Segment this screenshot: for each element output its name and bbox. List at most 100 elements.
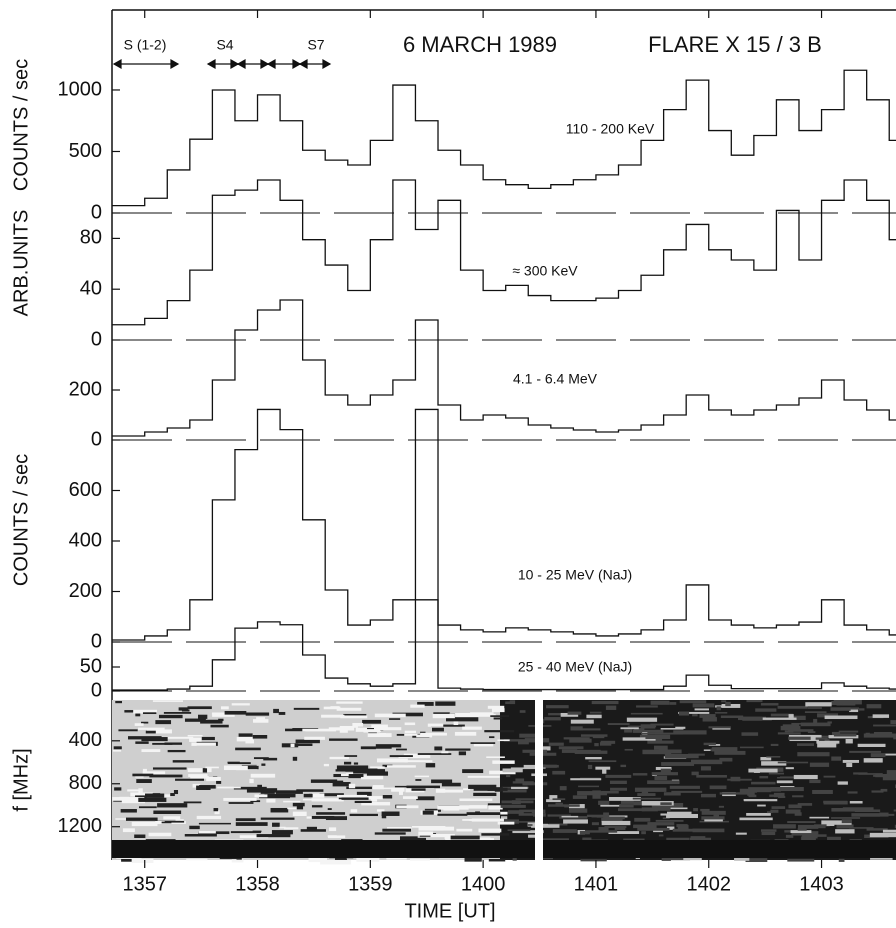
spectrogram-cell [375,714,406,718]
spectrogram-cell [843,760,859,763]
spectrogram-cell [610,788,627,791]
spectrogram-cell [367,771,388,775]
spectrogram-cell [761,829,777,831]
spectrogram-cell [817,834,826,837]
spectrogram-cell [391,788,404,792]
y-tick-label: 200 [69,580,102,602]
spectrogram-cell [143,712,156,714]
spectrogram-cell [349,784,355,788]
spectrogram-cell [513,781,534,783]
spectrogram-cell [850,801,863,804]
spectrogram-cell [762,832,776,835]
spectrogram-cell [396,749,407,751]
series-label: 110 - 200 KeV [566,121,655,137]
spectrogram-cell [786,809,801,813]
spectrogram-cell [679,711,689,715]
spectrogram-cell [272,830,293,834]
spectrogram-cell [824,801,848,805]
spectrogram-cell [809,780,820,783]
spectrogram-cell [223,798,256,801]
spectrogram-cell [302,729,336,732]
spectrogram-cell [337,795,367,797]
spectrogram-cell [691,760,722,764]
spectrogram-cell [740,789,757,793]
y-tick-label: 600 [69,479,102,501]
spectrogram-cell [153,700,183,702]
spectrogram-cell [138,798,166,802]
spectrogram-cell [660,802,671,805]
spectrogram-cell [816,741,839,744]
spectrogram-cell [581,734,608,737]
spectrogram-cell [805,702,831,706]
spectrogram-cell [264,794,295,798]
spectrogram-cell [136,779,152,783]
y-tick-label: 400 [69,529,102,551]
spectrogram-cell [469,819,475,821]
spectrogram-cell [883,830,896,833]
spectrogram-cell [562,816,579,818]
spectrogram-cell [390,755,413,757]
spectrogram-cell [498,822,515,825]
spectrogram-cell [126,818,158,821]
spectrogram-cell [704,749,711,751]
spectrogram-cell [654,746,668,750]
spectrogram-cell [871,753,886,757]
spectrogram-cell [431,780,452,784]
spectrogram-cell [817,743,836,747]
spectrogram-cell [361,775,383,779]
spectrogram-cell [330,757,349,759]
spectrogram-cell [564,737,590,739]
spectrogram-cell [589,760,617,762]
spectrogram-cell [670,702,677,705]
spectrogram-cell [205,767,218,769]
spectrogram-cell [432,728,444,732]
y-tick-label: 500 [69,140,102,162]
spectrogram-cell [187,706,211,709]
spectrogram-cell [462,769,483,773]
spectrogram-cell [132,822,158,826]
spectrogram-cell [296,740,320,744]
x-tick-label: 1358 [235,873,280,895]
spectrogram-cell [185,834,217,837]
spectrogram-cell [746,700,762,702]
spectrogram-cell [303,799,322,801]
spectrogram-cell [351,809,357,812]
spectrogram-cell [580,859,606,861]
spectrogram-cell [214,808,219,811]
spectrogram-cell [336,701,362,703]
spectrogram-cell [510,700,515,704]
spectrogram-cell [153,811,181,814]
spectrogram-cell [647,741,673,744]
spectrogram-cell [471,742,496,744]
spectrogram-cell [115,701,122,703]
spectrogram-cell [618,808,645,811]
x-axis-title: TIME [UT] [404,900,495,922]
step-line [112,600,896,690]
spectrogram-cell [619,804,633,807]
spectrogram-cell [633,825,656,828]
spectrogram-cell [191,743,216,746]
spectrogram-cell [186,859,207,861]
spectrogram-cell [881,789,888,792]
series-label: 10 - 25 MeV (NaJ) [518,567,632,583]
spectrogram-cell [433,714,455,718]
spectrogram-cell [508,829,531,831]
spectrogram-cell [123,828,135,832]
spectrogram-cell [592,822,599,825]
spectrogram-cell [602,769,606,773]
step-line [112,180,896,325]
spectrogram-cell [625,749,633,751]
spectrogram-cell [549,743,564,746]
spectrogram-cell [652,772,678,775]
spectrogram-cell [272,823,280,827]
spectrogram-cell [339,798,343,800]
spectrogram-cell [376,744,401,747]
spectrogram-cell [141,749,160,752]
spectrogram-cell [791,723,805,725]
spectrogram-cell [670,786,700,789]
spectrogram-cell [198,715,207,719]
annotation-arrows [114,60,330,68]
spectrogram-cell [588,765,592,769]
spectrogram-cell [217,787,241,789]
spectrogram-cell [145,794,164,798]
